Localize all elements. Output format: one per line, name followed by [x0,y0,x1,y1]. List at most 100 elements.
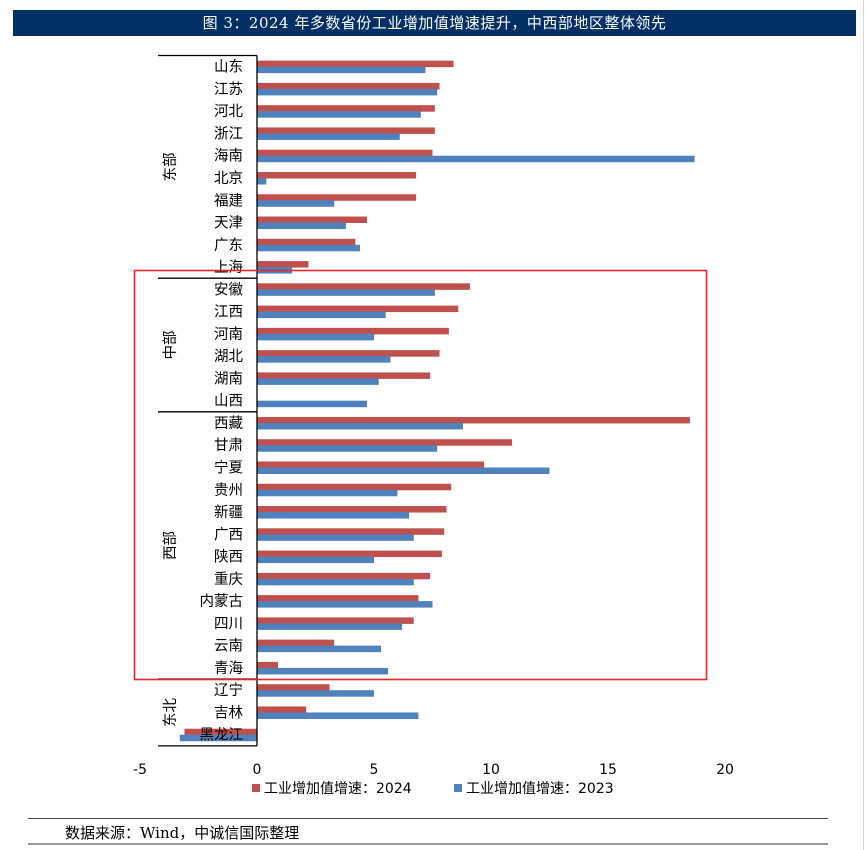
bar-2023 [257,66,426,74]
source-note: 数据来源：Wind，中诚信国际整理 [28,818,828,845]
x-tick-label: 0 [253,762,262,778]
source-text: 数据来源：Wind，中诚信国际整理 [65,824,300,842]
bar-2023 [257,512,410,519]
bar-2023 [257,623,403,630]
highlight-box [133,269,708,681]
category-label: 上海 [214,259,243,276]
bar-2024 [257,617,414,624]
bar-2023 [257,422,463,430]
legend-item-2023[interactable]: 工业增加值增速：2023 [454,778,614,798]
bar-2023 [257,356,391,363]
group-label: 西部 [162,531,179,560]
category-label: 北京 [214,170,243,187]
category-label: 江苏 [214,81,243,98]
bar-2023 [257,690,374,697]
bar-2024 [257,105,435,112]
category-label: 湖南 [214,370,243,387]
bar-2024 [257,461,484,468]
category-label: 四川 [214,616,243,632]
category-label: 云南 [214,638,243,655]
bar-2024 [184,728,257,736]
x-tick-label: 5 [370,762,379,778]
category-label: 重庆 [214,571,243,588]
bar-2024 [257,661,279,669]
bar-2024 [257,439,513,446]
bar-2024 [257,416,690,424]
x-tick-label: -5 [133,762,147,778]
legend-label-2024: 工业增加值增速：2024 [264,781,412,797]
category-label: 黑龙江 [200,727,244,744]
category-label: 江西 [214,304,243,321]
bar-2023 [257,467,550,474]
bar-2023 [257,378,379,385]
bar-2024 [257,171,417,179]
bar-2023 [257,667,389,675]
category-label: 福建 [214,192,243,209]
bar-2024 [257,372,431,379]
bar-2023 [257,400,367,408]
category-label: 山东 [214,59,243,76]
x-tick-label: 10 [482,762,500,778]
category-label: 西藏 [214,415,243,432]
category-label: 青海 [214,660,243,677]
bar-2023 [257,489,398,497]
bar-2024 [257,82,440,90]
bar-2023 [257,578,414,586]
category-label: 贵州 [214,482,243,499]
bar-2023 [257,222,346,230]
bar-2023 [257,289,435,296]
category-label: 浙江 [214,125,243,142]
category-label: 河南 [214,326,243,343]
group-label: 东部 [162,152,179,181]
page-border [863,0,864,850]
bar-2023 [257,88,438,96]
category-label: 新疆 [214,504,243,521]
bar-2024 [257,528,445,535]
group-label: 中部 [162,331,179,360]
bar-2023 [257,645,382,653]
bar-2023 [179,734,257,742]
bar-2024 [257,194,417,201]
bar-2023 [257,311,386,319]
chart-legend: 工业增加值增速：2024 工业增加值增速：2023 [0,778,866,802]
legend-label-2023: 工业增加值增速：2023 [466,781,614,797]
bar-2023 [257,244,360,252]
bar-2023 [257,601,433,608]
bar-2023 [257,445,438,452]
bar-2024 [257,327,449,335]
bar-2024 [257,506,447,513]
bar-2024 [257,305,459,313]
bar-2024 [257,483,452,491]
bar-2024 [257,350,440,357]
bar-2024 [257,550,442,558]
bar-2023 [257,133,400,140]
group-label: 东北 [162,697,179,726]
legend-swatch-2023-icon [454,784,462,792]
category-label: 陕西 [214,549,243,566]
x-tick-label: 15 [599,762,617,778]
bar-2024 [257,216,367,224]
category-label: 吉林 [214,704,243,721]
bar-2024 [257,149,433,157]
x-tick-label: 20 [716,762,734,778]
bar-2023 [257,200,335,207]
bar-2024 [257,572,431,580]
bar-2024 [257,706,307,713]
legend-item-2024[interactable]: 工业增加值增速：2024 [252,778,412,798]
bar-2024 [257,261,309,268]
category-label: 辽宁 [214,682,243,699]
bar-2024 [257,639,335,647]
bar-2023 [257,155,695,163]
category-label: 山西 [214,393,243,410]
bar-2024 [257,283,470,290]
bar-chart: 山东江苏河北浙江海南北京福建天津广东上海安徽江西河南湖北湖南山西西藏甘肃宁夏贵州… [133,54,734,778]
bar-2023 [257,556,374,564]
bar-2023 [257,177,267,185]
bar-2024 [257,60,454,68]
bar-2024 [257,127,435,134]
bar-2023 [257,333,374,341]
category-label: 内蒙古 [200,593,244,610]
bar-2024 [257,684,330,691]
category-label: 广东 [214,237,243,254]
bar-2023 [257,534,414,541]
